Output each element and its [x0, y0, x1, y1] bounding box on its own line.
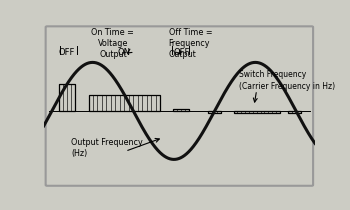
Text: OFF: OFF: [173, 48, 189, 57]
Bar: [89, 95, 160, 111]
Bar: [173, 109, 189, 111]
Text: OFF: OFF: [58, 48, 75, 57]
FancyBboxPatch shape: [46, 26, 313, 186]
Bar: [234, 111, 280, 113]
Text: Off Time =
Frequency
Output: Off Time = Frequency Output: [169, 28, 212, 59]
Bar: [208, 111, 222, 113]
Text: On Time =
Voltage
Output: On Time = Voltage Output: [91, 28, 134, 59]
Bar: [59, 84, 75, 111]
Text: Output Frequency
(Hz): Output Frequency (Hz): [71, 138, 143, 159]
Bar: [288, 111, 301, 113]
Text: ON: ON: [118, 48, 131, 57]
Text: Switch Frequency
(Carrier Frequency in Hz): Switch Frequency (Carrier Frequency in H…: [239, 71, 335, 91]
